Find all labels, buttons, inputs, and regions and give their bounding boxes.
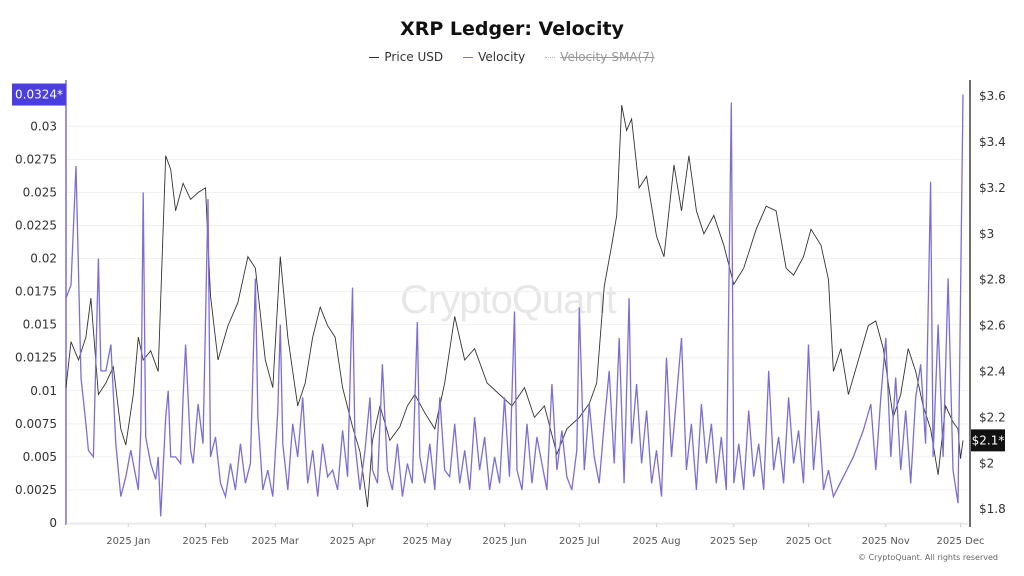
copyright-footer: © CryptoQuant. All rights reserved	[858, 553, 998, 562]
right-tick-label: $3.4	[979, 135, 1006, 149]
left-tick-label: 0.0175	[15, 285, 57, 299]
legend-label: Velocity	[478, 50, 526, 64]
left-tick-label: 0.02	[30, 252, 57, 266]
left-tick-label: 0.0025	[15, 483, 57, 497]
x-tick-label: 2025 Oct	[786, 536, 832, 547]
legend-item-velocity-sma[interactable]: Velocity-SMA(7)	[545, 50, 655, 64]
left-tick-label: 0.01	[30, 384, 57, 398]
x-tick-label: 2025 Jul	[559, 536, 600, 547]
x-tick-label: 2025 Feb	[182, 536, 228, 547]
x-tick-label: 2025 Jan	[106, 536, 150, 547]
price-usd-line	[65, 105, 964, 507]
x-tick-label: 2025 Nov	[862, 536, 910, 547]
price-current-badge	[971, 429, 1005, 452]
right-tick-label: $1.8	[979, 502, 1006, 516]
left-tick-label: 0.0275	[15, 152, 57, 166]
price-current-label: $2.1*	[972, 433, 1005, 447]
x-tick-label: 2025 Mar	[252, 536, 300, 547]
right-tick-label: $3.2	[979, 181, 1006, 195]
left-tick-label: 0.03	[30, 119, 57, 133]
x-tick-label: 2025 Aug	[632, 536, 680, 547]
legend: Price USD Velocity Velocity-SMA(7)	[0, 50, 1024, 64]
legend-swatch	[545, 56, 556, 58]
right-tick-label: $3	[979, 227, 994, 241]
legend-label: Velocity-SMA(7)	[560, 50, 655, 64]
legend-label: Price USD	[384, 50, 444, 64]
x-tick-label: 2025 Sep	[710, 536, 757, 547]
left-tick-label: 0.0075	[15, 417, 57, 431]
right-tick-label: $2.2	[979, 410, 1006, 424]
velocity-current-label: 0.0324*	[15, 88, 63, 102]
left-tick-label: 0.0125	[15, 351, 57, 365]
watermark: CryptoQuant	[400, 278, 617, 322]
x-tick-label: 2025 Dec	[937, 536, 985, 547]
right-tick-label: $3.6	[979, 89, 1006, 103]
legend-swatch	[369, 56, 380, 58]
velocity-line	[65, 94, 964, 517]
x-tick-label: 2025 Apr	[330, 536, 377, 547]
velocity-current-badge	[12, 83, 66, 106]
left-tick-label: 0.0225	[15, 218, 57, 232]
legend-item-velocity[interactable]: Velocity	[463, 50, 525, 64]
x-tick-label: 2025 Jun	[482, 536, 526, 547]
left-tick-label: 0.015	[23, 318, 57, 332]
right-tick-label: $2	[979, 456, 994, 470]
left-tick-label: 0.005	[23, 450, 57, 464]
legend-item-price[interactable]: Price USD	[369, 50, 443, 64]
right-tick-label: $2.6	[979, 319, 1006, 333]
right-tick-label: $2.8	[979, 273, 1006, 287]
right-tick-label: $2.4	[979, 365, 1006, 379]
legend-swatch	[463, 56, 474, 58]
left-tick-label: 0.025	[23, 185, 57, 199]
x-tick-label: 2025 May	[403, 536, 452, 547]
left-tick-label: 0	[49, 516, 57, 530]
chart-title: XRP Ledger: Velocity	[400, 18, 624, 40]
